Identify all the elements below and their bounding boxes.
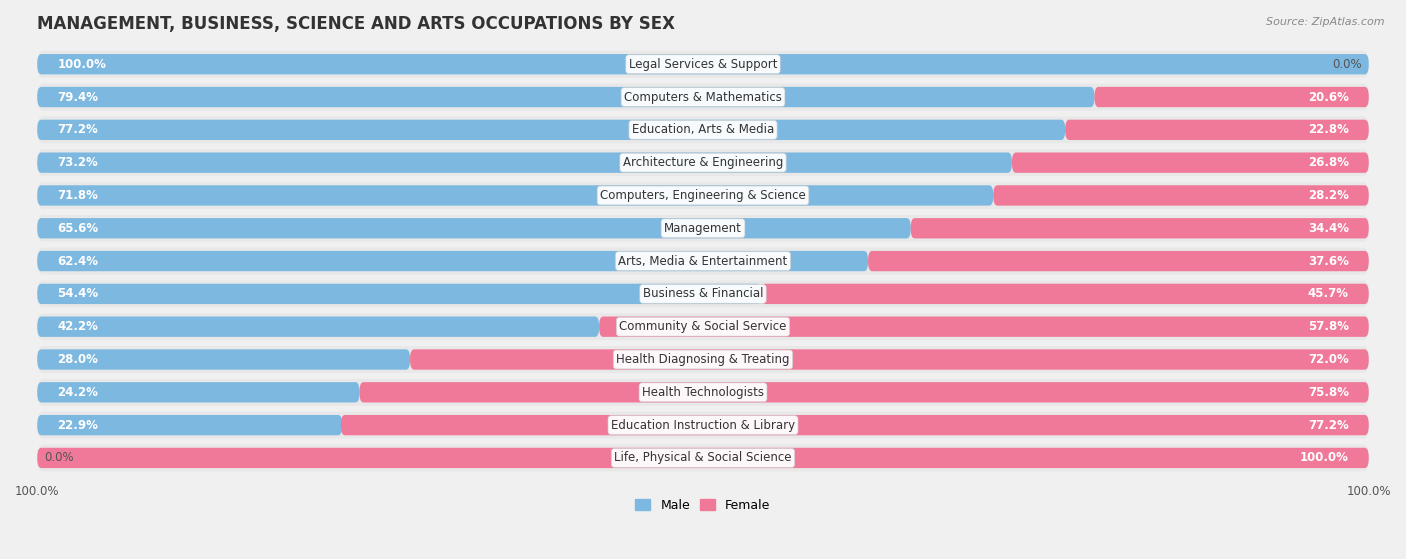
Text: 77.2%: 77.2% (58, 124, 98, 136)
Text: Computers & Mathematics: Computers & Mathematics (624, 91, 782, 103)
FancyBboxPatch shape (1012, 153, 1369, 173)
Text: Architecture & Engineering: Architecture & Engineering (623, 156, 783, 169)
Text: Community & Social Service: Community & Social Service (619, 320, 787, 333)
FancyBboxPatch shape (37, 346, 1369, 373)
FancyBboxPatch shape (37, 248, 1369, 274)
Text: 75.8%: 75.8% (1308, 386, 1348, 399)
FancyBboxPatch shape (37, 415, 342, 435)
FancyBboxPatch shape (37, 149, 1369, 176)
FancyBboxPatch shape (37, 284, 762, 304)
FancyBboxPatch shape (37, 87, 1094, 107)
FancyBboxPatch shape (37, 185, 993, 206)
FancyBboxPatch shape (911, 218, 1369, 239)
FancyBboxPatch shape (37, 84, 1369, 111)
Text: 57.8%: 57.8% (1308, 320, 1348, 333)
Text: 71.8%: 71.8% (58, 189, 98, 202)
Text: Legal Services & Support: Legal Services & Support (628, 58, 778, 71)
Text: Source: ZipAtlas.com: Source: ZipAtlas.com (1267, 17, 1385, 27)
Text: 22.8%: 22.8% (1308, 124, 1348, 136)
Text: 37.6%: 37.6% (1308, 254, 1348, 268)
FancyBboxPatch shape (37, 349, 411, 369)
Text: 20.6%: 20.6% (1308, 91, 1348, 103)
FancyBboxPatch shape (37, 411, 1369, 439)
Text: Health Technologists: Health Technologists (643, 386, 763, 399)
FancyBboxPatch shape (37, 313, 1369, 340)
Text: Education, Arts & Media: Education, Arts & Media (631, 124, 775, 136)
FancyBboxPatch shape (1066, 120, 1369, 140)
Text: 72.0%: 72.0% (1308, 353, 1348, 366)
FancyBboxPatch shape (37, 281, 1369, 307)
Legend: Male, Female: Male, Female (630, 494, 776, 517)
Text: Education Instruction & Library: Education Instruction & Library (612, 419, 794, 432)
Text: 0.0%: 0.0% (1333, 58, 1362, 71)
FancyBboxPatch shape (37, 218, 911, 239)
Text: Computers, Engineering & Science: Computers, Engineering & Science (600, 189, 806, 202)
FancyBboxPatch shape (340, 415, 1369, 435)
FancyBboxPatch shape (37, 51, 1369, 78)
Text: 62.4%: 62.4% (58, 254, 98, 268)
Text: 22.9%: 22.9% (58, 419, 98, 432)
Text: Management: Management (664, 222, 742, 235)
Text: 42.2%: 42.2% (58, 320, 98, 333)
Text: 73.2%: 73.2% (58, 156, 98, 169)
FancyBboxPatch shape (761, 284, 1369, 304)
FancyBboxPatch shape (599, 316, 1369, 337)
Text: 26.8%: 26.8% (1308, 156, 1348, 169)
FancyBboxPatch shape (37, 54, 1369, 74)
Text: 34.4%: 34.4% (1308, 222, 1348, 235)
Text: 28.0%: 28.0% (58, 353, 98, 366)
Text: MANAGEMENT, BUSINESS, SCIENCE AND ARTS OCCUPATIONS BY SEX: MANAGEMENT, BUSINESS, SCIENCE AND ARTS O… (37, 15, 675, 33)
Text: 65.6%: 65.6% (58, 222, 98, 235)
Text: 45.7%: 45.7% (1308, 287, 1348, 300)
FancyBboxPatch shape (37, 379, 1369, 406)
Text: Health Diagnosing & Treating: Health Diagnosing & Treating (616, 353, 790, 366)
Text: 0.0%: 0.0% (44, 452, 73, 465)
FancyBboxPatch shape (37, 120, 1066, 140)
FancyBboxPatch shape (37, 444, 1369, 471)
FancyBboxPatch shape (993, 185, 1369, 206)
Text: Business & Financial: Business & Financial (643, 287, 763, 300)
FancyBboxPatch shape (37, 448, 1369, 468)
Text: 24.2%: 24.2% (58, 386, 98, 399)
Text: 100.0%: 100.0% (58, 58, 105, 71)
Text: Life, Physical & Social Science: Life, Physical & Social Science (614, 452, 792, 465)
FancyBboxPatch shape (411, 349, 1369, 369)
FancyBboxPatch shape (37, 116, 1369, 143)
FancyBboxPatch shape (868, 251, 1369, 271)
FancyBboxPatch shape (1094, 87, 1369, 107)
Text: Arts, Media & Entertainment: Arts, Media & Entertainment (619, 254, 787, 268)
FancyBboxPatch shape (37, 251, 868, 271)
FancyBboxPatch shape (37, 215, 1369, 241)
Text: 79.4%: 79.4% (58, 91, 98, 103)
FancyBboxPatch shape (37, 382, 360, 402)
FancyBboxPatch shape (37, 316, 599, 337)
FancyBboxPatch shape (37, 182, 1369, 209)
FancyBboxPatch shape (37, 153, 1012, 173)
FancyBboxPatch shape (360, 382, 1369, 402)
Text: 28.2%: 28.2% (1308, 189, 1348, 202)
Text: 100.0%: 100.0% (1301, 452, 1348, 465)
Text: 77.2%: 77.2% (1308, 419, 1348, 432)
Text: 54.4%: 54.4% (58, 287, 98, 300)
